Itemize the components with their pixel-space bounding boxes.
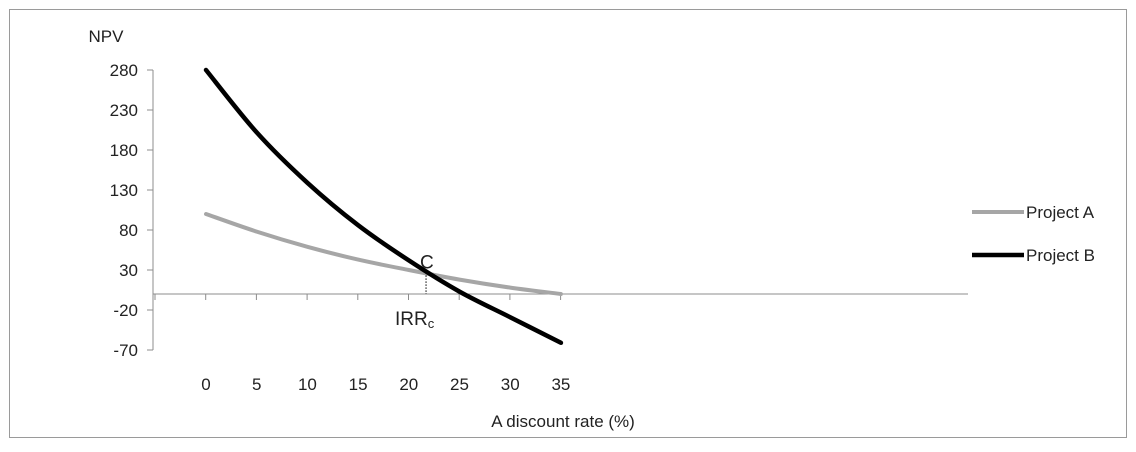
- x-tick-label: 15: [349, 375, 368, 394]
- irr-label-subscript: c: [428, 316, 435, 331]
- irr-label: IRRc: [395, 309, 435, 331]
- x-tick-label: 30: [501, 375, 520, 394]
- y-tick-label: 280: [110, 61, 138, 80]
- x-tick-label: 20: [399, 375, 418, 394]
- legend-label: Project A: [1026, 203, 1095, 222]
- chart-border: [9, 9, 1127, 438]
- series-layer: [203, 67, 564, 346]
- y-tick-label: 180: [110, 141, 138, 160]
- y-tick-label: -70: [113, 341, 138, 360]
- y-tick-label: 80: [119, 221, 138, 240]
- irr-label-main: IRR: [395, 309, 428, 330]
- y-axis-label: NPV: [89, 27, 125, 46]
- y-tick-label: -20: [113, 301, 138, 320]
- series-line-project-a: [204, 212, 563, 296]
- y-tick-label: 130: [110, 181, 138, 200]
- crossover-label: C: [420, 252, 434, 273]
- legend: Project A Project B: [972, 203, 1095, 265]
- y-tick-label: 30: [119, 261, 138, 280]
- axes: 280 230 180 130 80 30 -20 -70 0 5 10 15 20 25 30 35: [110, 61, 968, 394]
- annotation-layer: C IRRc: [395, 252, 435, 331]
- x-tick-label: 25: [450, 375, 469, 394]
- legend-label: Project B: [1026, 246, 1095, 265]
- x-axis-label: A discount rate (%): [491, 412, 635, 431]
- y-tick-label: 230: [110, 101, 138, 120]
- x-tick-label: 5: [252, 375, 261, 394]
- x-tick-label: 35: [551, 375, 570, 394]
- series-line-project-b: [203, 67, 564, 346]
- x-tick-label: 0: [201, 375, 210, 394]
- x-tick-label: 10: [298, 375, 317, 394]
